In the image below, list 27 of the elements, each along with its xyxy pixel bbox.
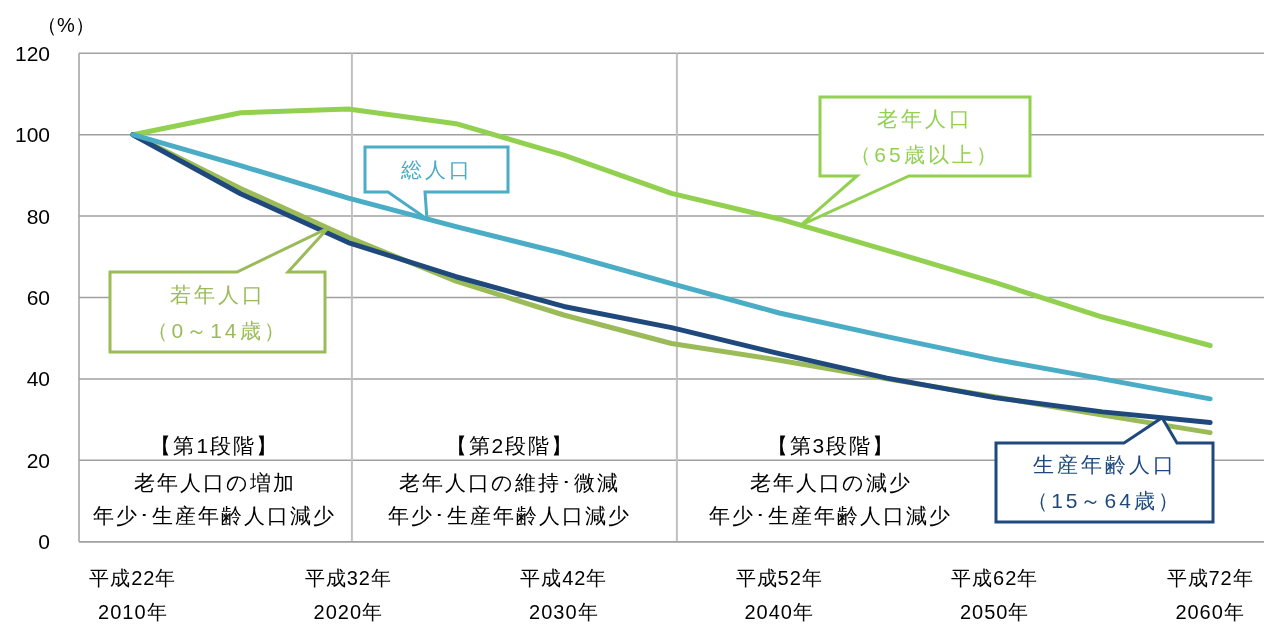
y-axis-title: （%） bbox=[37, 14, 95, 36]
text: 若年人口（0～14歳） bbox=[147, 282, 288, 342]
y-tick-label: 80 bbox=[26, 204, 50, 228]
x-tick-label: 平成52年 2040年 bbox=[735, 567, 823, 623]
x-tick-label: 平成42年 2030年 bbox=[520, 567, 608, 623]
y-tick-label: 0 bbox=[38, 530, 50, 554]
annotation: 老年人口の増加 bbox=[133, 470, 296, 494]
x-tick-label: 平成72年 2060年 bbox=[1166, 567, 1254, 623]
y-tick-label: 60 bbox=[26, 286, 50, 309]
text: 老年人口（65歳以上） bbox=[850, 107, 1000, 166]
x-tick-label: 平成62年 2050年 bbox=[951, 567, 1039, 623]
annotation: 年少･生産年齢人口減少 bbox=[388, 503, 632, 527]
annotation: 老年人口の減少 bbox=[749, 470, 912, 494]
y-tick-label: 120 bbox=[14, 41, 50, 65]
annotation: 老年人口の維持･微減 bbox=[399, 470, 621, 494]
x-tick-label: 平成22年 2010年 bbox=[89, 567, 177, 623]
y-tick-label: 40 bbox=[26, 367, 50, 391]
annotation: 【第3段階】 bbox=[766, 433, 896, 457]
series-label: 総人口 bbox=[399, 158, 473, 181]
annotation: 【第1段階】 bbox=[150, 433, 280, 457]
annotation: 年少･生産年齢人口減少 bbox=[709, 503, 953, 527]
y-tick-label: 20 bbox=[26, 448, 50, 472]
x-tick-label: 平成32年 2020年 bbox=[304, 567, 392, 623]
y-tick-label: 100 bbox=[14, 123, 50, 147]
annotation: 年少･生産年齢人口減少 bbox=[93, 503, 337, 527]
series-label: 生産年齢人口（15～64歳） bbox=[1027, 453, 1182, 512]
annotation: 【第2段階】 bbox=[445, 433, 575, 457]
